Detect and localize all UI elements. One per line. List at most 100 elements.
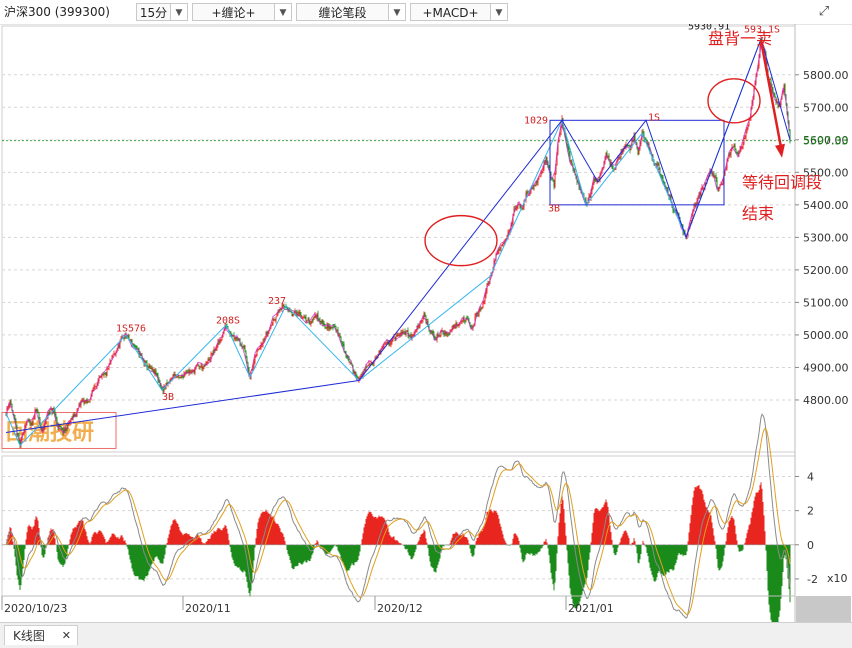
candle-body [609, 161, 611, 165]
y-tick-label: 5700.00 [803, 101, 849, 114]
period-label: 15分 [139, 6, 168, 20]
candle-body [135, 346, 137, 348]
candle-body [536, 180, 538, 183]
kline-tab[interactable]: K线图 ✕ [4, 625, 78, 645]
fractal-line [5, 40, 790, 443]
indicator-chan-select[interactable]: +缠论+ ▼ [192, 3, 292, 21]
candle-body [409, 335, 411, 337]
candle-body [271, 324, 273, 326]
expand-icon[interactable]: ⤢ [818, 4, 830, 19]
candle-body [133, 343, 135, 347]
candle-body [498, 249, 500, 252]
candle-body [45, 418, 47, 424]
candle-body [136, 346, 138, 348]
candle-body [218, 341, 220, 343]
candle-body [322, 320, 324, 325]
candle-body [598, 179, 600, 180]
candle-body [692, 210, 694, 214]
candle-body [339, 334, 341, 338]
period-select[interactable]: 15分 ▼ [136, 3, 188, 21]
close-icon[interactable]: ✕ [61, 629, 71, 642]
candle-body [552, 178, 554, 182]
point-label: 237 [268, 296, 286, 307]
candle-body [547, 161, 549, 166]
candle-body [638, 148, 640, 155]
chevron-down-icon: ▼ [170, 4, 187, 20]
candle-body [736, 152, 738, 153]
candle-body [112, 355, 114, 357]
indicator-macd-select[interactable]: +MACD+ ▼ [410, 3, 508, 21]
candle-body [397, 335, 399, 336]
candle-body [259, 348, 261, 350]
candle-body [347, 357, 349, 359]
candle-body [148, 365, 150, 369]
annotation-wait: 等待回调段 [742, 173, 822, 192]
candle-body [67, 422, 69, 429]
candle-body [412, 335, 414, 337]
candle-body [612, 166, 614, 170]
candle-body [361, 373, 363, 376]
candle-body [628, 145, 630, 147]
candle-body [715, 175, 717, 181]
candle-body [344, 351, 346, 354]
candle-body [542, 167, 544, 171]
candle-body [266, 332, 268, 335]
symbol-selector[interactable]: 沪深300 (399300) [2, 3, 132, 21]
candle-body [44, 423, 46, 428]
candle-body [662, 177, 664, 183]
candle-body [134, 345, 136, 347]
candle-body [37, 411, 39, 413]
candle-body [624, 145, 626, 147]
candle-body [500, 245, 502, 250]
candle-body [247, 363, 249, 370]
candle-body [203, 365, 205, 367]
candle-body [503, 242, 505, 244]
candle-body [464, 320, 466, 322]
candle-body [774, 95, 776, 97]
candle-body [174, 374, 176, 376]
y-tick-label: 5300.00 [803, 231, 849, 244]
candle-body [355, 372, 357, 377]
candle-body [439, 335, 441, 337]
candle-body [376, 358, 378, 360]
candle-body [367, 365, 369, 367]
candle-body [592, 183, 594, 190]
candle-body [660, 173, 662, 176]
candle-body [50, 409, 52, 411]
candle-body [499, 249, 501, 250]
candle-body [469, 322, 471, 326]
candle-body [252, 365, 254, 370]
point-label: 1S [116, 324, 128, 335]
candle-body [358, 378, 360, 380]
candle-body [314, 314, 316, 318]
candle-body [189, 370, 191, 373]
candle-body [557, 143, 559, 153]
candle-body [419, 321, 421, 327]
candle-body [318, 318, 320, 321]
candle-body [383, 343, 385, 347]
candle-body [47, 413, 49, 418]
candle-body [332, 327, 334, 328]
candle-body [290, 311, 292, 313]
kline-tab-label: K线图 [13, 629, 45, 643]
candle-body [505, 238, 507, 240]
indicator-stroke-select[interactable]: 缠论笔段 ▼ [296, 3, 406, 21]
candle-body [108, 364, 110, 369]
candle-body [477, 315, 479, 316]
macd-tick-label: 4 [807, 470, 814, 483]
candle-body [548, 166, 550, 169]
candle-body [64, 429, 66, 432]
candle-body [691, 213, 693, 222]
candle-body [789, 129, 791, 142]
candles [5, 37, 791, 449]
segment-line [5, 37, 791, 433]
candle-body [334, 326, 336, 327]
candle-body [196, 365, 198, 366]
candle-body [49, 410, 51, 415]
candle-body [104, 373, 106, 374]
candle-body [399, 334, 401, 336]
point-label: 1S [768, 25, 780, 36]
candle-body [718, 187, 720, 192]
candle-body [360, 374, 362, 378]
